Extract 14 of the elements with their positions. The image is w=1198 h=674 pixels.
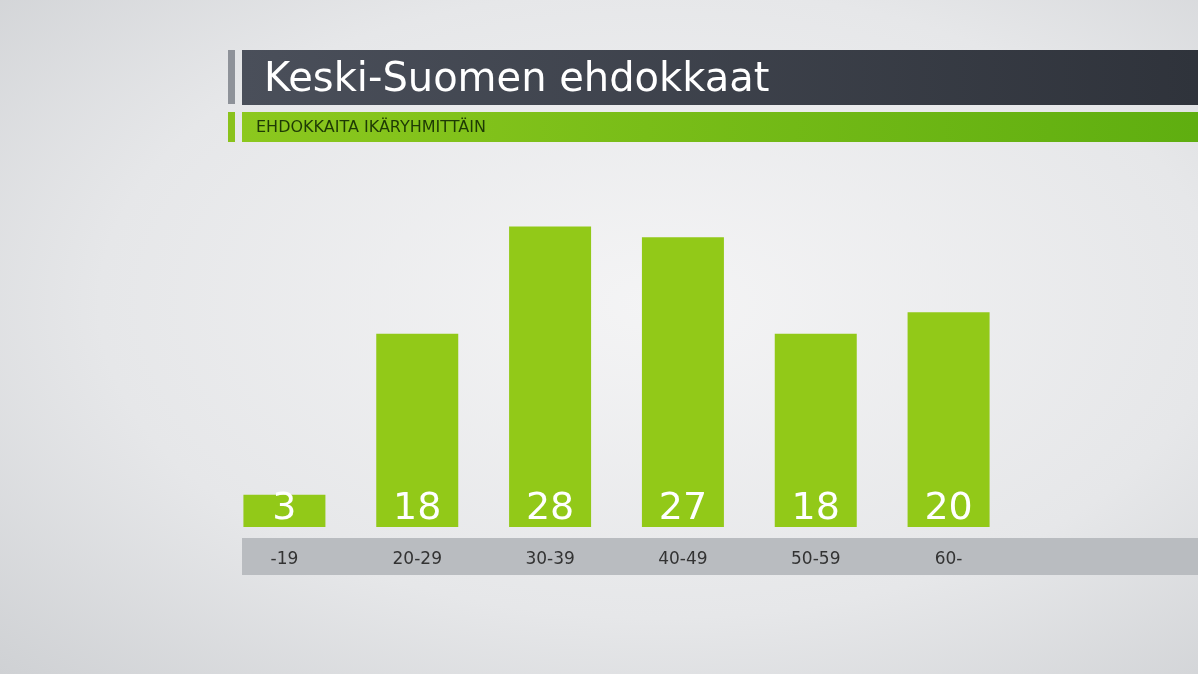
data-label: 28 xyxy=(525,484,575,528)
chart-subtitle: EHDOKKAITA IKÄRYHMITTÄIN xyxy=(242,112,1198,142)
chart-title: Keski-Suomen ehdokkaat xyxy=(242,50,1198,105)
x-tick-label: 20-29 xyxy=(392,547,442,568)
data-label: 18 xyxy=(791,484,840,528)
data-label: 3 xyxy=(272,484,297,528)
x-tick-label: 30-39 xyxy=(525,547,575,568)
x-tick-label: 40-49 xyxy=(658,547,708,568)
data-label: 20 xyxy=(924,484,973,528)
x-tick-label: -19 xyxy=(270,547,299,568)
data-label: 27 xyxy=(658,484,708,528)
x-tick-label: 50-59 xyxy=(791,547,841,568)
x-tick-label: 60- xyxy=(934,547,963,568)
data-label: 18 xyxy=(393,484,442,528)
